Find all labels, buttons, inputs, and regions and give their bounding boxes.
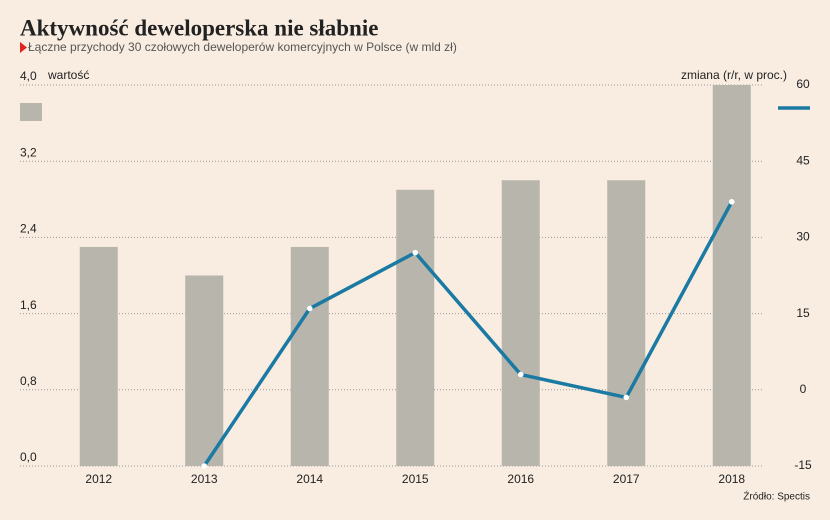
y-axis-label: wartość bbox=[47, 68, 89, 82]
y-tick-label: 0,8 bbox=[20, 374, 37, 388]
bar bbox=[501, 180, 540, 466]
point bbox=[517, 371, 524, 378]
legend-swatch bbox=[20, 103, 42, 121]
x-tick-label: 2015 bbox=[402, 472, 429, 486]
line bbox=[202, 201, 734, 467]
y-tick-label: 2,4 bbox=[20, 222, 37, 236]
chart-title: Aktywność deweloperska nie słabnie bbox=[20, 15, 378, 40]
bar bbox=[712, 85, 751, 466]
y2-tick-label: 0 bbox=[800, 382, 807, 396]
point bbox=[623, 394, 630, 401]
y2-tick-label: 30 bbox=[796, 230, 810, 244]
x-tick-label: 2014 bbox=[296, 472, 323, 486]
y-tick-label: 1,6 bbox=[20, 298, 37, 312]
point bbox=[306, 305, 313, 312]
y2-tick-label: -15 bbox=[794, 458, 812, 472]
chart-subtitle: Łączne przychody 30 czołowych deweloperó… bbox=[28, 40, 457, 54]
subtitle-marker bbox=[20, 42, 27, 53]
y2-axis-label: zmiana (r/r, w proc.) bbox=[681, 68, 787, 82]
x-tick-label: 2012 bbox=[85, 472, 112, 486]
bar bbox=[79, 246, 118, 466]
y-tick-label: 4,0 bbox=[20, 69, 37, 83]
point bbox=[412, 249, 419, 256]
y-tick-label: 3,2 bbox=[20, 145, 37, 159]
x-tick-label: 2013 bbox=[191, 472, 218, 486]
x-tick-label: 2016 bbox=[507, 472, 534, 486]
bar bbox=[185, 275, 224, 466]
x-tick-label: 2017 bbox=[613, 472, 640, 486]
source: Źródło: Spectis bbox=[743, 490, 810, 503]
y2-tick-label: 45 bbox=[796, 153, 810, 167]
y-tick-label: 0,0 bbox=[20, 450, 37, 464]
bar bbox=[607, 180, 646, 466]
y2-tick-label: 15 bbox=[796, 306, 810, 320]
bar bbox=[290, 246, 329, 466]
point bbox=[728, 199, 735, 205]
x-tick-label: 2018 bbox=[718, 472, 745, 486]
point bbox=[201, 463, 208, 469]
y2-tick-label: 60 bbox=[796, 77, 810, 91]
bar bbox=[396, 189, 435, 466]
